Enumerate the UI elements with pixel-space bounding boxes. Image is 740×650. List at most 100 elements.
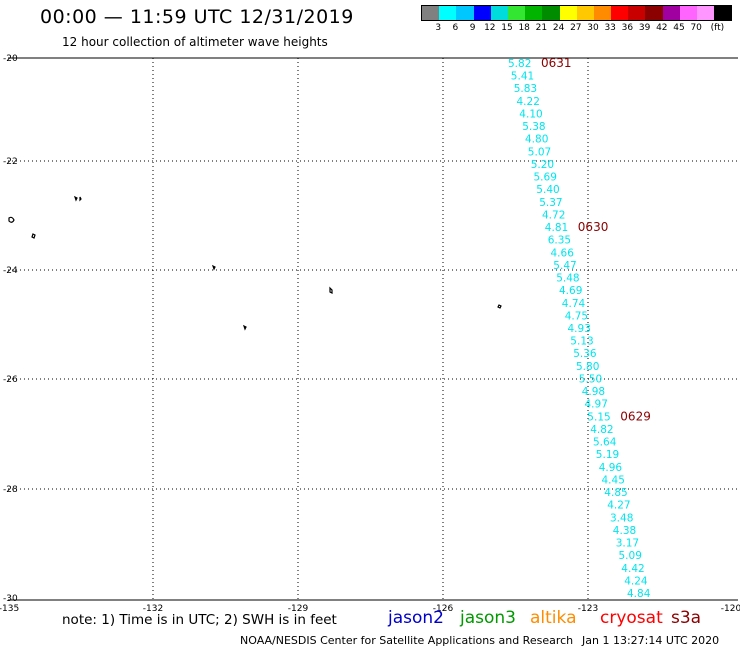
wave-height-label: 4.42 [621, 563, 644, 575]
island-outline [329, 286, 333, 294]
wave-height-label: 4.27 [607, 500, 630, 512]
wave-height-label: 4.82 [590, 424, 613, 436]
color-legend-swatch [714, 6, 732, 20]
color-legend-label: 30 [587, 23, 599, 33]
lon-tick-label: -129 [288, 604, 309, 614]
islands [8, 195, 502, 331]
wave-height-label: 5.41 [511, 71, 534, 83]
color-legend-swatches [421, 5, 733, 21]
color-legend-label: 45 [673, 23, 685, 33]
satellite-jason3: jason3 [460, 608, 516, 628]
island-outline [73, 195, 78, 202]
wave-height-label: 5.13 [570, 336, 593, 348]
wave-height-label: 4.10 [519, 109, 542, 121]
map-frame [8, 57, 738, 601]
color-legend-swatch [559, 6, 577, 20]
wave-height-label: 5.38 [522, 121, 545, 133]
color-legend-label: 24 [552, 23, 565, 33]
lon-tick-label: -135 [0, 604, 19, 614]
footer-credit: NOAA/NESDIS Center for Satellite Applica… [240, 634, 574, 647]
lon-tick-label: -120 [721, 604, 740, 614]
wave-height-label: 4.98 [582, 386, 605, 398]
wave-height-label: 4.80 [525, 134, 548, 146]
wave-height-label: 5.64 [593, 437, 617, 449]
lat-tick-labels: -20 -22 -24 -26 -28 -30 [3, 54, 18, 604]
footer-note: note: 1) Time is in UTC; 2) SWH is in fe… [62, 612, 337, 628]
color-legend-label: 39 [638, 23, 651, 33]
color-legend-label: 6 [452, 23, 459, 33]
satellite-s3a: s3a [671, 608, 702, 628]
wave-height-label: 3.48 [610, 512, 633, 524]
pass-time-label: 0629 [620, 409, 651, 423]
color-legend-swatch [473, 6, 491, 20]
color-legend-label: 12 [484, 23, 496, 33]
pass-time-label: 0631 [541, 56, 572, 70]
wave-height-label: 6.35 [548, 235, 571, 247]
island-outline [31, 233, 36, 239]
color-legend-label: 42 [656, 23, 668, 33]
footer-timestamp: Jan 1 13:27:14 UTC 2020 [582, 634, 720, 647]
wave-height-label: 4.96 [599, 462, 623, 474]
color-legend-swatch [490, 6, 508, 20]
color-legend-label: 27 [570, 23, 582, 33]
wave-height-label: 5.09 [619, 550, 642, 562]
wave-height-label: 4.66 [551, 247, 575, 259]
color-legend-swatch [593, 6, 612, 20]
altimeter-track: 5.825.415.834.224.105.384.805.075.205.69… [508, 56, 651, 600]
wave-height-label: 4.74 [562, 298, 586, 310]
wave-height-label: 3.17 [616, 538, 639, 550]
color-legend-swatch [628, 6, 646, 20]
wave-height-label: 5.07 [528, 146, 551, 158]
color-legend-label: 3 [435, 23, 442, 33]
lon-tick-label: -123 [578, 604, 598, 614]
lat-tick-label: -28 [3, 485, 18, 495]
wave-height-label: 5.69 [534, 172, 557, 184]
color-legend: 3 6 9 12 15 18 21 24 27 30 33 36 39 42 45 70 (ft) [421, 5, 733, 33]
color-legend-label: 70 [690, 23, 702, 33]
color-legend-swatch [697, 6, 715, 20]
wave-height-label: 5.40 [536, 184, 559, 196]
color-legend-swatch [611, 6, 629, 20]
lat-tick-label: -24 [3, 266, 18, 276]
color-legend-label: (ft) [710, 23, 725, 33]
map-subtitle: 12 hour collection of altimeter wave hei… [62, 35, 328, 49]
color-legend-swatch [525, 6, 543, 20]
wave-height-label: 5.20 [531, 159, 554, 171]
color-legend-swatch [439, 6, 457, 20]
color-legend-swatch [576, 6, 594, 20]
wave-height-label: 5.48 [556, 273, 579, 285]
wave-height-label: 5.50 [579, 374, 602, 386]
lat-tick-label: -26 [3, 375, 18, 385]
wave-height-label: 4.38 [613, 525, 636, 537]
satellite-jason2: jason2 [388, 608, 444, 628]
color-legend-swatch [456, 6, 474, 20]
wave-height-label: 4.24 [624, 575, 648, 587]
wave-height-label: 5.82 [508, 58, 531, 70]
color-legend-swatch [679, 6, 697, 20]
wave-height-label: 4.75 [565, 310, 588, 322]
color-legend-label: 15 [501, 23, 513, 33]
color-legend-label: 18 [518, 23, 530, 33]
color-legend-label: 21 [535, 23, 548, 33]
lat-tick-label: -30 [3, 594, 18, 604]
color-legend-swatch [507, 6, 526, 20]
wave-height-label: 4.22 [517, 96, 540, 108]
color-legend-label: 33 [604, 23, 616, 33]
wave-height-label: 4.45 [602, 474, 625, 486]
wave-height-label: 5.80 [576, 361, 599, 373]
wave-height-label: 5.83 [514, 83, 537, 95]
color-legend-labels: 3 6 9 12 15 18 21 24 27 30 33 36 39 42 45 70 (ft) [421, 21, 732, 33]
wave-height-label: 5.37 [539, 197, 562, 209]
graticule [8, 58, 738, 600]
wave-height-label: 5.15 [587, 411, 610, 423]
wave-height-label: 5.47 [553, 260, 576, 272]
lon-tick-label: -126 [433, 604, 454, 614]
color-legend-swatch [645, 6, 663, 20]
wave-height-label: 5.36 [573, 348, 597, 360]
lon-tick-labels: -135 -132 -129 -126 -123 -120 [0, 604, 740, 614]
color-legend-label: 9 [469, 23, 476, 33]
color-legend-swatch [542, 6, 560, 20]
lat-tick-label: -20 [3, 54, 18, 64]
wave-height-label: 4.81 [545, 222, 568, 234]
